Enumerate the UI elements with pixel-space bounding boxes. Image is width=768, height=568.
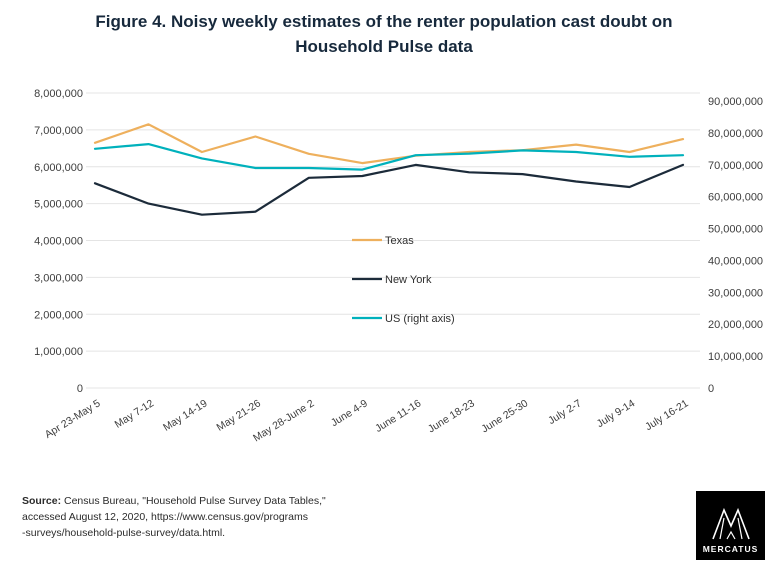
svg-text:May 14-19: May 14-19 bbox=[161, 397, 210, 434]
legend-label-us-right-axis: US (right axis) bbox=[385, 313, 455, 325]
source-line-1-text: Census Bureau, "Household Pulse Survey D… bbox=[61, 495, 326, 507]
legend-item-us-right-axis: US (right axis) bbox=[352, 313, 455, 325]
svg-text:2,000,000: 2,000,000 bbox=[34, 309, 83, 321]
svg-text:50,000,000: 50,000,000 bbox=[708, 224, 763, 236]
source-line-3: -surveys/household-pulse-survey/data.htm… bbox=[22, 526, 226, 539]
svg-text:90,000,000: 90,000,000 bbox=[708, 96, 763, 108]
svg-text:30,000,000: 30,000,000 bbox=[708, 287, 763, 299]
series-line-us-right-axis bbox=[93, 142, 685, 171]
source-line-2: accessed August 12, 2020, https://www.ce… bbox=[22, 510, 308, 523]
svg-text:0: 0 bbox=[708, 383, 714, 395]
svg-text:June 11-16: June 11-16 bbox=[373, 397, 423, 435]
svg-text:70,000,000: 70,000,000 bbox=[708, 160, 763, 172]
svg-text:40,000,000: 40,000,000 bbox=[708, 255, 763, 267]
source-note: Source: Census Bureau, "Household Pulse … bbox=[22, 494, 352, 541]
svg-text:May 7-12: May 7-12 bbox=[113, 397, 157, 430]
legend-label-texas: Texas bbox=[385, 235, 414, 247]
svg-text:6,000,000: 6,000,000 bbox=[34, 162, 83, 174]
svg-text:80,000,000: 80,000,000 bbox=[708, 128, 763, 140]
svg-text:July 9-14: July 9-14 bbox=[595, 397, 638, 430]
svg-text:1,000,000: 1,000,000 bbox=[34, 346, 83, 358]
source-line-1: Source: Census Bureau, "Household Pulse … bbox=[22, 494, 352, 510]
svg-text:8,000,000: 8,000,000 bbox=[34, 88, 83, 100]
svg-text:July 16-21: July 16-21 bbox=[643, 397, 691, 433]
series-line-texas bbox=[93, 123, 685, 165]
chart-legend: Texas New York US (right axis) bbox=[352, 235, 455, 325]
source-label: Source: bbox=[22, 495, 62, 507]
svg-text:5,000,000: 5,000,000 bbox=[34, 199, 83, 211]
right-axis-tick-labels: 0 10,000,000 20,000,000 30,000,000 40,000,00… bbox=[708, 96, 763, 395]
svg-text:May 21-26: May 21-26 bbox=[215, 397, 264, 434]
mercatus-mountain-icon bbox=[711, 507, 750, 540]
svg-text:June 18-23: June 18-23 bbox=[426, 397, 477, 435]
left-axis-tick-labels: 0 1,000,000 2,000,000 3,000,000 4,000,000 5,0… bbox=[34, 88, 83, 395]
legend-label-new-york: New York bbox=[385, 274, 432, 286]
mercatus-logo: MERCATUS bbox=[696, 491, 765, 560]
svg-text:Apr 23-May 5: Apr 23-May 5 bbox=[43, 397, 103, 441]
svg-text:4,000,000: 4,000,000 bbox=[34, 236, 83, 248]
svg-text:June 4-9: June 4-9 bbox=[329, 397, 370, 429]
legend-item-new-york: New York bbox=[352, 274, 432, 286]
mercatus-logo-text: MERCATUS bbox=[702, 544, 759, 554]
line-chart: 0 1,000,000 2,000,000 3,000,000 4,000,000 5,0… bbox=[34, 88, 763, 444]
svg-text:60,000,000: 60,000,000 bbox=[708, 192, 763, 204]
svg-text:10,000,000: 10,000,000 bbox=[708, 351, 763, 363]
svg-text:July 2-7: July 2-7 bbox=[546, 397, 584, 427]
svg-text:20,000,000: 20,000,000 bbox=[708, 319, 763, 331]
svg-text:0: 0 bbox=[77, 383, 83, 395]
svg-text:3,000,000: 3,000,000 bbox=[34, 272, 83, 284]
svg-text:June 25-30: June 25-30 bbox=[479, 397, 530, 435]
svg-text:7,000,000: 7,000,000 bbox=[34, 125, 83, 137]
y-gridlines bbox=[86, 92, 700, 389]
chart-title-text: Figure 4. Noisy weekly estimates of the … bbox=[95, 12, 673, 56]
legend-item-texas: Texas bbox=[352, 235, 414, 247]
chart-title: Figure 4. Noisy weekly estimates of the … bbox=[0, 10, 768, 59]
x-axis-tick-labels: Apr 23-May 5 May 7-12 May 14-19 May 21-26Ma… bbox=[43, 397, 691, 444]
series-line-new-york bbox=[93, 163, 685, 216]
